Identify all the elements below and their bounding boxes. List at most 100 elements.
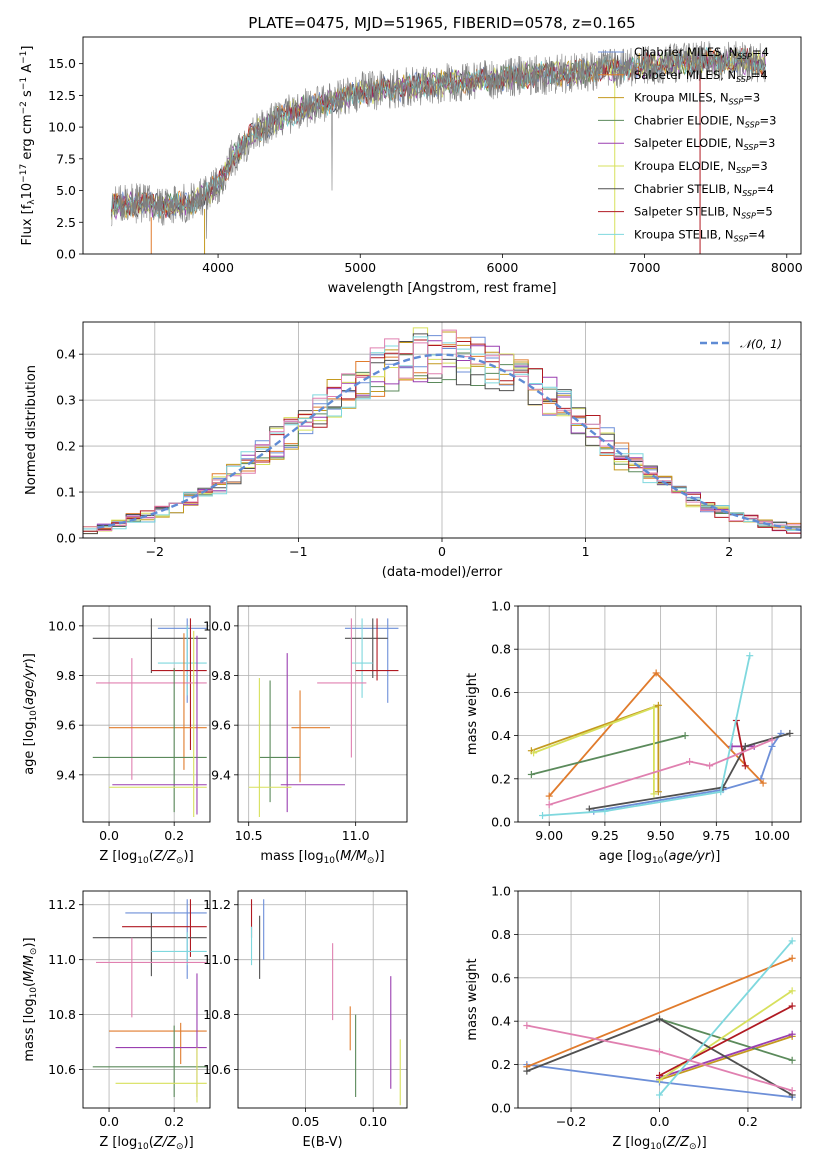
spectrum-ytick-label: 12.5 [48, 88, 76, 103]
mass-vs-Z-ytick-label: 10.8 [48, 1007, 76, 1022]
residuals-ylabel: Normed distribution [24, 365, 39, 495]
weight-line [548, 739, 773, 806]
normal-curve [97, 353, 802, 532]
spectrum-xtick-label: 4000 [202, 260, 234, 275]
residuals-ytick-label: 0.3 [56, 393, 76, 408]
residuals-xtick-label: 2 [725, 544, 733, 559]
mass-vs-Z-ytick-label: 10.6 [48, 1062, 76, 1077]
weight-vs-age-xtick-label: 9.25 [591, 828, 619, 843]
mass-vs-Z-xtick-label: 0.2 [164, 1114, 184, 1129]
weight-vs-Z-ytick-label: 0.0 [491, 1101, 511, 1116]
residuals-ytick-label: 0.1 [56, 485, 76, 500]
legend-entry: Salpeter ELODIE, NSSP=3 [634, 136, 775, 152]
weight-line [526, 957, 793, 1068]
spectrum-frame [82, 36, 802, 255]
mass-vs-Z-ytick-label: 11.0 [48, 952, 76, 967]
legend-normal-label: 𝒩(0, 1) [740, 337, 782, 351]
age-vs-mass-ytick-label: 10.0 [203, 618, 231, 633]
weight-vs-Z-xtick-label: 0.2 [738, 1114, 758, 1129]
weight-vs-age-xtick-label: 9.00 [535, 828, 563, 843]
legend-entry: Chabrier MILES, NSSP=4 [634, 45, 769, 61]
weight-vs-age-ytick-label: 0.4 [491, 728, 511, 743]
residuals-xtick-label: −1 [289, 544, 307, 559]
weight-vs-Z-ylabel: mass weight [465, 958, 480, 1040]
spectrum-ytick-label: 0.0 [56, 247, 76, 262]
mass-vs-ebv-xlabel: E(B-V) [302, 1135, 342, 1150]
mass-vs-ebv-ytick-label: 11.0 [203, 952, 231, 967]
age-vs-mass-xlabel: mass [log10(M/M⊙)] [260, 849, 384, 866]
age-vs-mass-ytick-label: 9.6 [211, 718, 231, 733]
weight-vs-age-ytick-label: 0.8 [491, 642, 511, 657]
mass-vs-ebv-frame [237, 890, 408, 1109]
spectrum-ytick-label: 7.5 [56, 151, 76, 166]
residuals-ytick-label: 0.4 [56, 347, 76, 362]
residuals-frame [82, 321, 802, 539]
mass-vs-ebv-xtick-label: 0.05 [292, 1114, 320, 1129]
legend-entry: Salpeter MILES, NSSP=4 [634, 68, 768, 84]
age-vs-Z-xlabel: Z [log10(Z/Z⊙)] [99, 849, 193, 866]
weight-line [659, 1005, 793, 1077]
legend-entry: Kroupa STELIB, NSSP=4 [634, 227, 765, 243]
residuals-xtick-label: −2 [146, 544, 164, 559]
spectrum-xtick-label: 5000 [344, 260, 376, 275]
text-layer: 4000 5000 6000 7000 80000.02.55.07.510.012.5… [19, 14, 803, 1152]
age-vs-Z-ytick-label: 10.0 [48, 618, 76, 633]
weight-line [589, 732, 791, 810]
mass-vs-ebv-ytick-label: 11.2 [203, 897, 231, 912]
mass-vs-Z-ylabel: mass [log10(M/M⊙)] [22, 937, 39, 1061]
observed-spectrum [111, 41, 766, 239]
residuals-xlabel: (data-model)/error [382, 565, 503, 580]
age-vs-Z-frame [82, 605, 211, 823]
legend-entry: Salpeter STELIB, NSSP=5 [634, 205, 773, 221]
residuals-xtick-label: 0 [438, 544, 446, 559]
weight-vs-Z-xlabel: Z [log10(Z/Z⊙)] [612, 1135, 706, 1152]
spectrum-xtick-label: 6000 [487, 260, 519, 275]
spectrum-ytick-label: 5.0 [56, 183, 76, 198]
age-vs-Z-xtick-label: 0.0 [99, 828, 119, 843]
weight-vs-Z-frame [517, 890, 802, 1109]
legend-entry: Kroupa MILES, NSSP=3 [634, 91, 760, 107]
spectrum-ytick-label: 2.5 [56, 215, 76, 230]
weight-vs-Z-xtick-label: 0.0 [650, 1114, 670, 1129]
age-vs-Z-ylabel: age [log10(age/yr)] [22, 653, 39, 775]
spectrum-xlabel: wavelength [Angstrom, rest frame] [328, 281, 557, 296]
legend-entry: Chabrier ELODIE, NSSP=3 [634, 113, 776, 129]
weight-vs-Z-ytick-label: 0.2 [491, 1057, 511, 1072]
spectrum-xtick-label: 8000 [771, 260, 803, 275]
weight-vs-age-frame [517, 605, 802, 823]
age-vs-mass-ytick-label: 9.4 [211, 767, 231, 782]
spectrum-ytick-label: 10.0 [48, 120, 76, 135]
weight-vs-Z-xtick-label: −0.2 [556, 1114, 586, 1129]
age-vs-mass-frame [237, 605, 408, 823]
residuals-ytick-label: 0.2 [56, 439, 76, 454]
axes-layer [79, 36, 802, 1112]
age-vs-Z-ytick-label: 9.4 [56, 767, 76, 782]
weight-line [542, 655, 751, 817]
age-vs-mass-xtick-label: 11.0 [342, 828, 370, 843]
weight-line [658, 940, 793, 1096]
spectrum-ytick-label: 15.0 [48, 56, 76, 71]
residuals-xtick-label: 1 [582, 544, 590, 559]
age-vs-mass-ytick-label: 9.8 [211, 668, 231, 683]
weight-vs-Z-ytick-label: 0.6 [491, 970, 511, 985]
legend-entry: Chabrier STELIB, NSSP=4 [634, 182, 774, 198]
weight-vs-age-xtick-label: 9.50 [647, 828, 675, 843]
weight-line [533, 706, 655, 794]
weight-line [659, 1018, 793, 1062]
residuals-ytick-label: 0.0 [56, 531, 76, 546]
mass-vs-Z-frame [82, 890, 211, 1109]
weight-vs-age-xlabel: age [log10(age/yr)] [599, 849, 721, 866]
weight-line [735, 720, 747, 766]
weight-vs-age-xtick-label: 9.75 [702, 828, 730, 843]
weight-line [658, 990, 793, 1081]
weight-vs-age-ylabel: mass weight [465, 673, 480, 755]
spectrum-title: PLATE=0475, MJD=51965, FIBERID=0578, z=0… [248, 14, 635, 32]
mass-vs-Z-xtick-label: 0.0 [99, 1114, 119, 1129]
mass-vs-ebv-ytick-label: 10.8 [203, 1007, 231, 1022]
weight-vs-age-ytick-label: 0.2 [491, 771, 511, 786]
weight-vs-Z-ytick-label: 0.8 [491, 927, 511, 942]
age-vs-Z-ytick-label: 9.8 [56, 668, 76, 683]
age-vs-Z-xtick-label: 0.2 [164, 828, 184, 843]
age-vs-mass-xtick-label: 10.5 [235, 828, 263, 843]
weight-vs-Z-ytick-label: 1.0 [491, 884, 511, 899]
